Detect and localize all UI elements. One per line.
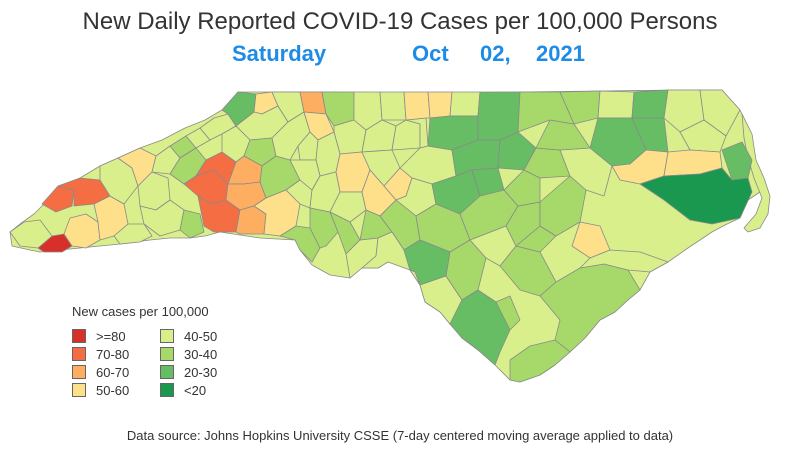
legend-swatch [72,347,86,361]
subtitle-year: 2021 [536,41,585,66]
subtitle-day: 02, [480,41,511,66]
county-martin [535,119,591,151]
legend-label: 30-40 [184,346,218,362]
county-columbus [409,269,463,325]
legend-swatch [160,329,174,343]
legend-swatch [160,365,174,379]
legend-label: 40-50 [184,328,218,344]
county-hertford [597,90,635,119]
legend-title: New cases per 100,000 [72,304,209,319]
legend-swatch [160,383,174,397]
data-source-note: Data source: Johns Hopkins University CS… [126,428,674,443]
legend-label: >=80 [96,328,126,344]
map-title: New Daily Reported COVID-19 Cases per 10… [82,8,718,35]
legend-item-30-40: 30-40 [160,346,217,362]
county-gates [631,89,669,119]
legend-item-60-70: 60-70 [72,364,129,380]
legend-label: 50-60 [96,382,130,398]
legend-label: 70-80 [96,346,130,362]
county-new-hanover [495,295,521,331]
legend-swatch [160,347,174,361]
county-onslow-east [579,249,669,273]
legend-item-ge80: >=80 [72,328,126,344]
county-cherokee [9,219,53,249]
county-vance [427,91,453,119]
county-brunswick [449,289,511,366]
county-hyde [639,167,753,225]
county-graham [41,185,75,213]
subtitle-month: Oct [412,41,449,66]
county-granville [403,91,431,121]
county-person [379,91,407,121]
legend-label: 20-30 [184,364,218,380]
legend-swatch [72,329,86,343]
county-montgomery [329,191,367,223]
county-greene [503,169,541,207]
legend-swatch [72,383,86,397]
county-camden [679,119,727,153]
county-currituck [699,89,741,137]
county-stokes [299,91,327,115]
county-dare [721,141,753,181]
legend-swatch [72,365,86,379]
legend-item-20-30: 20-30 [160,364,217,380]
subtitle-weekday: Saturday [232,41,327,66]
legend-item-70-80: 70-80 [72,346,129,362]
legend-label: 60-70 [96,364,130,380]
legend-item-40-50: 40-50 [160,328,217,344]
county-warren [449,91,481,117]
county-carteret-south [509,339,571,383]
county-transylvania [113,223,153,245]
county-union [279,225,321,263]
county-polk [179,209,205,239]
county-halifax [477,91,521,141]
legend-item-lt20: <20 [160,382,206,398]
legend-label: <20 [184,382,207,398]
legend-item-50-60: 50-60 [72,382,129,398]
